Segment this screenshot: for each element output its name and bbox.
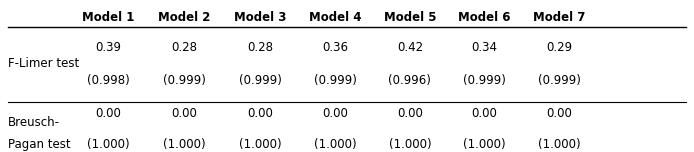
- Text: 0.00: 0.00: [248, 107, 273, 120]
- Text: 0.00: 0.00: [472, 107, 498, 120]
- Text: 0.42: 0.42: [397, 41, 423, 54]
- Text: (0.999): (0.999): [239, 74, 282, 86]
- Text: 0.00: 0.00: [322, 107, 348, 120]
- Text: (0.998): (0.998): [87, 74, 130, 86]
- Text: (1.000): (1.000): [87, 138, 130, 151]
- Text: (0.996): (0.996): [389, 74, 432, 86]
- Text: 0.29: 0.29: [546, 41, 573, 54]
- Text: (1.000): (1.000): [163, 138, 206, 151]
- Text: (1.000): (1.000): [239, 138, 282, 151]
- Text: Model 4: Model 4: [309, 11, 362, 24]
- Text: (0.999): (0.999): [538, 74, 581, 86]
- Text: Model 7: Model 7: [533, 11, 586, 24]
- Text: Model 2: Model 2: [158, 11, 211, 24]
- Text: 0.36: 0.36: [322, 41, 348, 54]
- Text: (0.999): (0.999): [163, 74, 206, 86]
- Text: 0.28: 0.28: [171, 41, 198, 54]
- Text: (0.999): (0.999): [314, 74, 357, 86]
- Text: 0.34: 0.34: [471, 41, 498, 54]
- Text: 0.39: 0.39: [96, 41, 121, 54]
- Text: Model 1: Model 1: [83, 11, 135, 24]
- Text: 0.00: 0.00: [546, 107, 572, 120]
- Text: (1.000): (1.000): [389, 138, 431, 151]
- Text: Model 3: Model 3: [235, 11, 287, 24]
- Text: Breusch-: Breusch-: [8, 116, 60, 129]
- Text: 0.00: 0.00: [397, 107, 423, 120]
- Text: (1.000): (1.000): [314, 138, 357, 151]
- Text: (1.000): (1.000): [463, 138, 506, 151]
- Text: Model 5: Model 5: [384, 11, 436, 24]
- Text: 0.00: 0.00: [171, 107, 198, 120]
- Text: Model 6: Model 6: [458, 11, 511, 24]
- Text: 0.00: 0.00: [96, 107, 121, 120]
- Text: (0.999): (0.999): [463, 74, 506, 86]
- Text: (1.000): (1.000): [538, 138, 580, 151]
- Text: 0.28: 0.28: [248, 41, 273, 54]
- Text: F-Limer test: F-Limer test: [8, 57, 80, 70]
- Text: Pagan test: Pagan test: [8, 138, 71, 151]
